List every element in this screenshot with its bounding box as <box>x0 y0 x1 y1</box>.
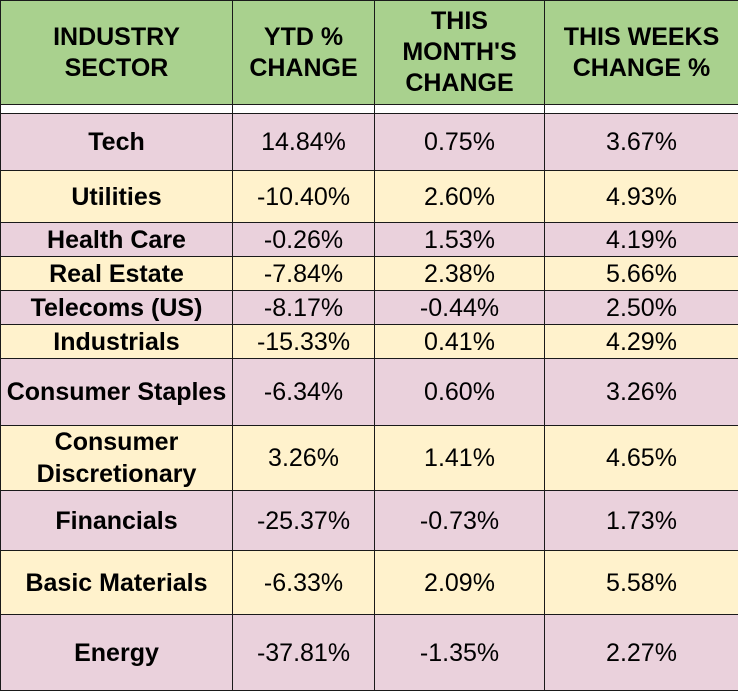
sector-cell: Financials <box>1 491 233 551</box>
column-header-week: THIS WEEKS CHANGE % <box>545 1 738 105</box>
week-change-cell: 4.65% <box>545 426 738 491</box>
spacer-cell <box>545 105 738 114</box>
ytd-change-cell: 3.26% <box>233 426 375 491</box>
column-header-sector: INDUSTRY SECTOR <box>1 1 233 105</box>
week-change-cell: 2.27% <box>545 615 738 691</box>
column-header-month: THIS MONTH'S CHANGE <box>375 1 545 105</box>
month-change-cell: 2.60% <box>375 171 545 223</box>
week-change-cell: 3.67% <box>545 114 738 171</box>
ytd-change-cell: -6.33% <box>233 551 375 615</box>
table-row: Financials-25.37%-0.73%1.73% <box>1 491 738 551</box>
table-row: Utilities-10.40%2.60%4.93% <box>1 171 738 223</box>
header-row: INDUSTRY SECTOR YTD % CHANGE THIS MONTH'… <box>1 1 738 105</box>
month-change-cell: -1.35% <box>375 615 545 691</box>
week-change-cell: 4.93% <box>545 171 738 223</box>
month-change-cell: -0.73% <box>375 491 545 551</box>
week-change-cell: 4.29% <box>545 325 738 359</box>
week-change-cell: 4.19% <box>545 223 738 257</box>
month-change-cell: 1.53% <box>375 223 545 257</box>
month-change-cell: 1.41% <box>375 426 545 491</box>
table-row: Health Care-0.26%1.53%4.19% <box>1 223 738 257</box>
ytd-change-cell: -37.81% <box>233 615 375 691</box>
month-change-cell: 0.41% <box>375 325 545 359</box>
ytd-change-cell: -7.84% <box>233 257 375 291</box>
sector-cell: Industrials <box>1 325 233 359</box>
week-change-cell: 1.73% <box>545 491 738 551</box>
ytd-change-cell: 14.84% <box>233 114 375 171</box>
ytd-change-cell: -10.40% <box>233 171 375 223</box>
month-change-cell: -0.44% <box>375 291 545 325</box>
week-change-cell: 2.50% <box>545 291 738 325</box>
ytd-change-cell: -8.17% <box>233 291 375 325</box>
sector-cell: Health Care <box>1 223 233 257</box>
month-change-cell: 0.75% <box>375 114 545 171</box>
week-change-cell: 3.26% <box>545 359 738 426</box>
sector-cell: Real Estate <box>1 257 233 291</box>
month-change-cell: 2.38% <box>375 257 545 291</box>
column-header-ytd: YTD % CHANGE <box>233 1 375 105</box>
sector-cell: Tech <box>1 114 233 171</box>
table-row: Industrials-15.33%0.41%4.29% <box>1 325 738 359</box>
table-row: Telecoms (US)-8.17%-0.44%2.50% <box>1 291 738 325</box>
sector-cell: Consumer Staples <box>1 359 233 426</box>
sector-cell: Consumer Discretionary <box>1 426 233 491</box>
week-change-cell: 5.58% <box>545 551 738 615</box>
table-row: Consumer Staples-6.34%0.60%3.26% <box>1 359 738 426</box>
ytd-change-cell: -15.33% <box>233 325 375 359</box>
spacer-cell <box>1 105 233 114</box>
sector-cell: Utilities <box>1 171 233 223</box>
ytd-change-cell: -25.37% <box>233 491 375 551</box>
week-change-cell: 5.66% <box>545 257 738 291</box>
month-change-cell: 2.09% <box>375 551 545 615</box>
sector-cell: Basic Materials <box>1 551 233 615</box>
table-row: Real Estate-7.84%2.38%5.66% <box>1 257 738 291</box>
ytd-change-cell: -6.34% <box>233 359 375 426</box>
spacer-cell <box>233 105 375 114</box>
header-spacer <box>1 105 738 114</box>
spacer-cell <box>375 105 545 114</box>
sector-cell: Telecoms (US) <box>1 291 233 325</box>
ytd-change-cell: -0.26% <box>233 223 375 257</box>
table-row: Energy-37.81%-1.35%2.27% <box>1 615 738 691</box>
month-change-cell: 0.60% <box>375 359 545 426</box>
sector-cell: Energy <box>1 615 233 691</box>
table-row: Basic Materials-6.33%2.09%5.58% <box>1 551 738 615</box>
